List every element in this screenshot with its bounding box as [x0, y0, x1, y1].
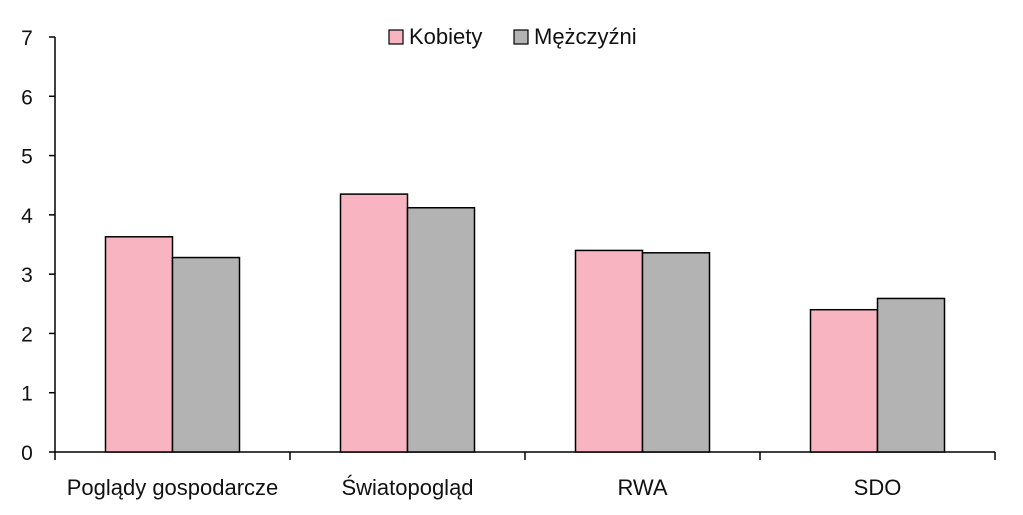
y-tick-label: 1 — [21, 383, 33, 406]
bar-kobiety-3 — [809, 308, 879, 453]
y-tick-label: 5 — [21, 146, 33, 169]
y-tick-label: 4 — [21, 205, 33, 228]
legend: Kobiety Mężczyźni — [388, 24, 637, 49]
category-label: Poglądy gospodarcze — [67, 475, 279, 500]
category-label: SDO — [854, 475, 902, 500]
y-tick-label: 6 — [21, 86, 33, 109]
y-tick-label: 3 — [21, 264, 33, 287]
category-label: RWA — [617, 475, 667, 500]
bar-mezczyzni-2 — [641, 252, 711, 453]
bar-kobiety-1 — [339, 193, 409, 453]
x-axis: Poglądy gospodarcze Światopogląd RWA SDO — [54, 451, 996, 500]
bar-kobiety-0 — [104, 236, 174, 453]
legend-label: Kobiety — [409, 24, 482, 49]
bar-mezczyzni-1 — [406, 206, 476, 453]
bars — [104, 193, 946, 453]
y-tick-label: 7 — [21, 27, 33, 50]
y-tick-label: 2 — [21, 323, 33, 346]
y-tick-label: 0 — [21, 442, 33, 465]
bar-mezczyzni-3 — [876, 297, 946, 453]
legend-swatch — [513, 29, 529, 45]
bar-mezczyzni-0 — [171, 256, 241, 453]
y-axis: 0 1 2 3 4 5 6 7 — [21, 27, 56, 465]
bar-kobiety-2 — [574, 249, 644, 453]
legend-swatch — [388, 29, 404, 45]
legend-label: Mężczyźni — [534, 24, 637, 49]
category-label: Światopogląd — [341, 475, 473, 500]
